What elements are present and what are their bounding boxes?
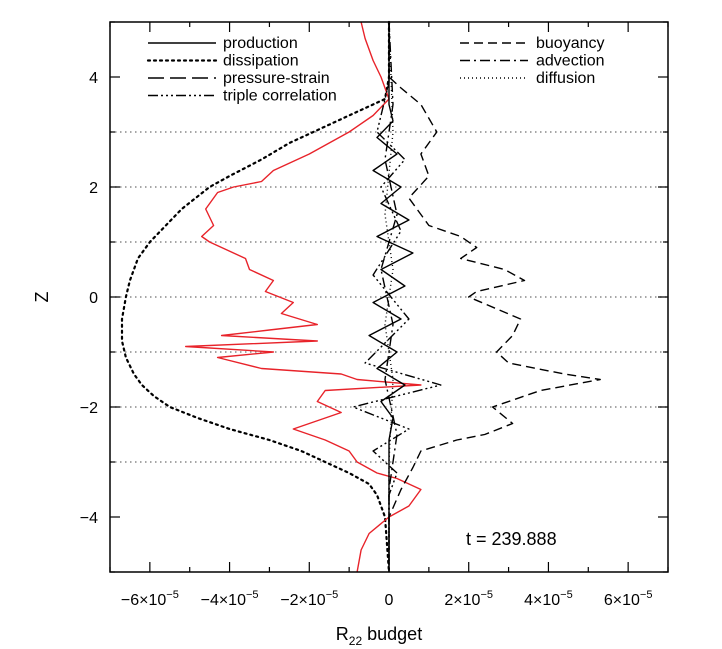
- x-axis-title: R22 budget: [336, 624, 422, 648]
- legend-label: triple correlation: [223, 88, 337, 105]
- x-tick-label: 4×10−5: [524, 589, 573, 609]
- legend-label: dissipation: [223, 53, 299, 70]
- y-tick-label: 2: [89, 180, 98, 197]
- y-tick-label: −4: [80, 510, 98, 527]
- series-layer: [120, 20, 601, 574]
- legend-label: buoyancy: [536, 35, 605, 52]
- y-axis-title: Z: [32, 292, 52, 303]
- x-axis-title-subscript: 22: [349, 634, 363, 648]
- series-line: [388, 22, 601, 572]
- legend-label: advection: [536, 53, 605, 70]
- series-line: [352, 22, 442, 572]
- series-line: [120, 20, 391, 574]
- y-tick-label: 4: [89, 70, 98, 87]
- tick-labels: −6×10−5 −4×10−5 −2×10−5 0 2×10−5 4×10−5 6×10−5…: [80, 70, 653, 609]
- x-tick-label: 2×10−5: [444, 589, 493, 609]
- series-line: [384, 21, 394, 572]
- y-tick-label: −2: [80, 400, 98, 417]
- x-tick-label: 6×10−5: [604, 589, 653, 609]
- legend-label: pressure-strain: [223, 70, 330, 87]
- x-axis-title-rest: budget: [362, 624, 422, 644]
- ticks: [109, 21, 669, 573]
- series-line: [184, 21, 422, 573]
- gridlines: [110, 131, 668, 463]
- x-tick-label: −4×10−5: [201, 589, 259, 609]
- legend-label: diffusion: [536, 70, 595, 87]
- x-axis-title-main: R: [336, 624, 349, 644]
- x-tick-label: −2×10−5: [280, 589, 338, 609]
- x-tick-label: 0: [385, 592, 394, 609]
- series-line: [368, 22, 414, 572]
- series-line: [380, 21, 398, 572]
- time-annotation: t = 239.888: [466, 529, 557, 549]
- y-tick-label: 0: [89, 290, 98, 307]
- x-tick-label: −6×10−5: [121, 589, 179, 609]
- legend: productiondissipationpressure-straintrip…: [146, 35, 605, 105]
- legend-label: production: [223, 35, 298, 52]
